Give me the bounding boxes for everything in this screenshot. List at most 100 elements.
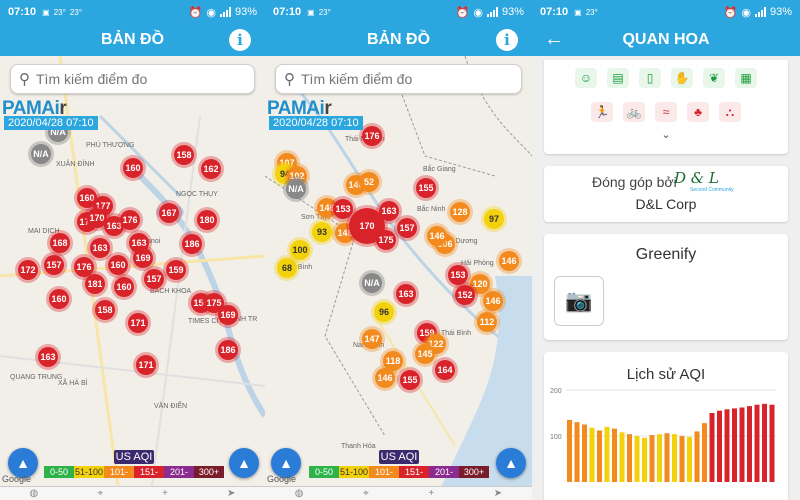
aqi-marker[interactable]: N/A — [286, 179, 306, 199]
aqi-marker[interactable]: 157 — [144, 269, 164, 289]
door-icon[interactable]: ▯ — [639, 68, 661, 88]
swimming-icon[interactable]: ≈ — [655, 102, 677, 122]
locate-button[interactable]: ▲ — [8, 448, 38, 478]
sprout-icon[interactable]: ♣ — [687, 102, 709, 122]
search-bar[interactable]: ⚲ — [275, 64, 522, 94]
nav-globe-icon[interactable]: ◍ — [29, 488, 39, 499]
locate-button[interactable]: ▲ — [271, 448, 301, 478]
aqi-marker[interactable]: N/A — [31, 144, 51, 164]
nav-send-icon[interactable]: ➤ — [227, 488, 236, 499]
chart-bar — [679, 436, 685, 482]
chart-bar — [649, 435, 655, 482]
running-icon[interactable]: 🏃 — [591, 102, 613, 122]
nav-location-icon[interactable]: ⌖ — [363, 488, 369, 499]
aqi-marker[interactable]: 176 — [120, 210, 140, 230]
aqi-marker[interactable]: 176 — [74, 257, 94, 277]
air-purifier-icon[interactable]: ▦ — [735, 68, 757, 88]
nav-send-icon[interactable]: ➤ — [493, 488, 503, 499]
aqi-marker[interactable]: 160 — [49, 289, 69, 309]
location-icon: ◉ — [741, 6, 751, 19]
aqi-marker[interactable]: 160 — [123, 158, 143, 178]
expand-chevron-icon[interactable]: ⌄ — [661, 129, 671, 141]
bicycle-icon[interactable]: 🚲 — [623, 102, 645, 122]
plant-hand-icon[interactable]: ❦ — [703, 68, 725, 88]
aqi-marker[interactable]: 128 — [450, 202, 470, 222]
aqi-marker[interactable]: 180 — [197, 210, 217, 230]
nav-add-icon[interactable]: + — [162, 488, 168, 499]
aqi-marker[interactable]: 146 — [499, 251, 519, 271]
add-photo-button[interactable]: 📷 — [554, 276, 604, 326]
aqi-marker[interactable]: 146 — [375, 368, 395, 388]
mask-icon[interactable]: ☺ — [575, 68, 597, 88]
aqi-marker[interactable]: 170 — [87, 208, 107, 228]
aqi-marker[interactable]: 163 — [90, 238, 110, 258]
expand-button[interactable]: ▲ — [496, 448, 526, 478]
aqi-marker[interactable]: 160 — [77, 188, 97, 208]
info-button[interactable]: i — [496, 29, 518, 51]
aqi-marker[interactable]: 158 — [95, 300, 115, 320]
hand-leaf-icon[interactable]: ✋ — [671, 68, 693, 88]
aqi-marker[interactable]: 176 — [362, 126, 382, 146]
aqi-marker[interactable]: 146 — [427, 226, 447, 246]
aqi-marker[interactable]: 96 — [374, 302, 394, 322]
aqi-marker[interactable]: 175 — [376, 230, 396, 250]
aqi-marker[interactable]: 163 — [104, 216, 124, 236]
map-view[interactable]: ⚲ PAMAir 2020/04/28 07:10 PHÚ THƯỢNG XUÂN… — [0, 56, 265, 500]
aqi-marker[interactable]: 147 — [362, 329, 382, 349]
chart-bar — [619, 432, 625, 482]
nav-add-icon[interactable]: + — [428, 488, 435, 499]
nav-location-icon[interactable]: ⌖ — [97, 488, 104, 499]
aqi-marker[interactable]: 163 — [38, 347, 58, 367]
aqi-marker[interactable]: 171 — [136, 355, 156, 375]
aqi-marker[interactable]: 120 — [470, 274, 490, 294]
playground-icon[interactable]: ⛬ — [719, 102, 741, 122]
search-bar[interactable]: ⚲ — [10, 64, 255, 94]
search-input[interactable] — [301, 71, 501, 87]
aqi-marker[interactable]: 162 — [201, 159, 221, 179]
map-view[interactable]: ⚲ PAMAir 2020/04/28 07:10 Thái NguyênBắc… — [265, 56, 532, 500]
aqi-marker[interactable]: 155 — [400, 370, 420, 390]
aqi-marker[interactable]: 153 — [333, 199, 353, 219]
aqi-marker[interactable]: 160 — [114, 277, 134, 297]
aqi-marker[interactable]: 181 — [85, 274, 105, 294]
aqi-marker[interactable]: 52 — [359, 172, 379, 192]
aqi-marker[interactable]: 159 — [166, 260, 186, 280]
aqi-marker[interactable]: 97 — [484, 209, 504, 229]
aqi-marker[interactable]: 157 — [44, 255, 64, 275]
back-arrow-icon[interactable]: ← — [544, 28, 564, 50]
aqi-marker[interactable]: 186 — [218, 340, 238, 360]
aqi-marker[interactable]: 68 — [277, 258, 297, 278]
aqi-marker[interactable]: 93 — [312, 222, 332, 242]
aqi-marker[interactable]: 164 — [435, 360, 455, 380]
aqi-marker[interactable]: 152 — [455, 285, 475, 305]
aqi-marker[interactable]: 100 — [290, 240, 310, 260]
aqi-marker[interactable]: 158 — [174, 145, 194, 165]
legend-range: 151- — [134, 466, 164, 478]
aqi-marker[interactable]: 118 — [383, 351, 403, 371]
aqi-marker[interactable]: 186 — [182, 234, 202, 254]
aqi-marker[interactable]: 163 — [379, 201, 399, 221]
legend-range: 300+ — [194, 466, 224, 478]
chart-bar — [627, 434, 632, 482]
aqi-marker[interactable]: 112 — [477, 312, 497, 332]
aqi-marker[interactable]: 163 — [396, 284, 416, 304]
bus-icon[interactable]: ▤ — [607, 68, 629, 88]
search-input[interactable] — [36, 71, 236, 87]
nav-globe-icon[interactable]: ◍ — [294, 488, 304, 499]
aqi-marker[interactable]: 146 — [317, 198, 337, 218]
info-button[interactable]: i — [229, 29, 251, 51]
expand-button[interactable]: ▲ — [229, 448, 259, 478]
aqi-marker[interactable]: 168 — [50, 233, 70, 253]
aqi-marker[interactable]: 157 — [397, 218, 417, 238]
aqi-marker[interactable]: N/A — [362, 273, 382, 293]
aqi-marker[interactable]: 160 — [108, 255, 128, 275]
aqi-marker[interactable]: 155 — [416, 178, 436, 198]
aqi-marker[interactable]: 169 — [218, 305, 238, 325]
aqi-marker[interactable]: 145 — [415, 344, 435, 364]
aqi-marker[interactable]: 153 — [448, 265, 468, 285]
aqi-marker[interactable]: 171 — [128, 313, 148, 333]
aqi-marker[interactable]: 172 — [18, 260, 38, 280]
aqi-marker[interactable]: 167 — [159, 203, 179, 223]
aqi-marker[interactable]: 169 — [133, 248, 153, 268]
aqi-marker[interactable]: 146 — [483, 291, 503, 311]
